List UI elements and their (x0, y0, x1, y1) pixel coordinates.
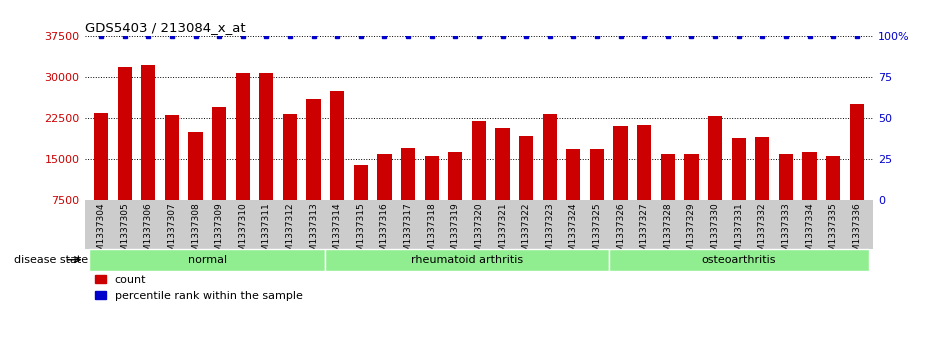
FancyBboxPatch shape (608, 249, 869, 271)
Bar (778, 154, 793, 241)
Bar (212, 107, 226, 241)
Bar (283, 114, 297, 241)
Text: normal: normal (188, 255, 227, 265)
Bar (803, 152, 817, 241)
Bar (189, 132, 203, 241)
Bar (354, 166, 368, 241)
Bar (331, 91, 345, 241)
Bar (638, 125, 652, 241)
Bar (850, 105, 864, 241)
Bar (685, 155, 699, 241)
Bar (708, 116, 722, 241)
Text: osteoarthritis: osteoarthritis (701, 255, 776, 265)
Bar (613, 126, 627, 241)
Bar (165, 115, 179, 241)
Bar (448, 152, 462, 241)
Bar (731, 138, 746, 241)
Bar (401, 148, 415, 241)
FancyBboxPatch shape (89, 249, 326, 271)
Bar (141, 65, 155, 241)
Legend: count, percentile rank within the sample: count, percentile rank within the sample (90, 270, 307, 305)
Bar (236, 73, 250, 241)
Bar (826, 156, 840, 241)
FancyBboxPatch shape (326, 249, 608, 271)
Bar (543, 114, 557, 241)
Bar (755, 137, 769, 241)
Text: rheumatoid arthritis: rheumatoid arthritis (411, 255, 523, 265)
Bar (471, 121, 486, 241)
Bar (590, 149, 604, 241)
Bar (377, 155, 392, 241)
Bar (661, 155, 675, 241)
FancyBboxPatch shape (85, 200, 873, 249)
Text: GDS5403 / 213084_x_at: GDS5403 / 213084_x_at (85, 21, 245, 34)
Bar (306, 99, 320, 241)
Bar (117, 68, 131, 241)
Bar (519, 136, 533, 241)
Bar (566, 149, 580, 241)
Bar (259, 73, 273, 241)
Text: disease state: disease state (13, 255, 87, 265)
Bar (424, 156, 439, 241)
Bar (94, 113, 108, 241)
Bar (496, 128, 510, 241)
